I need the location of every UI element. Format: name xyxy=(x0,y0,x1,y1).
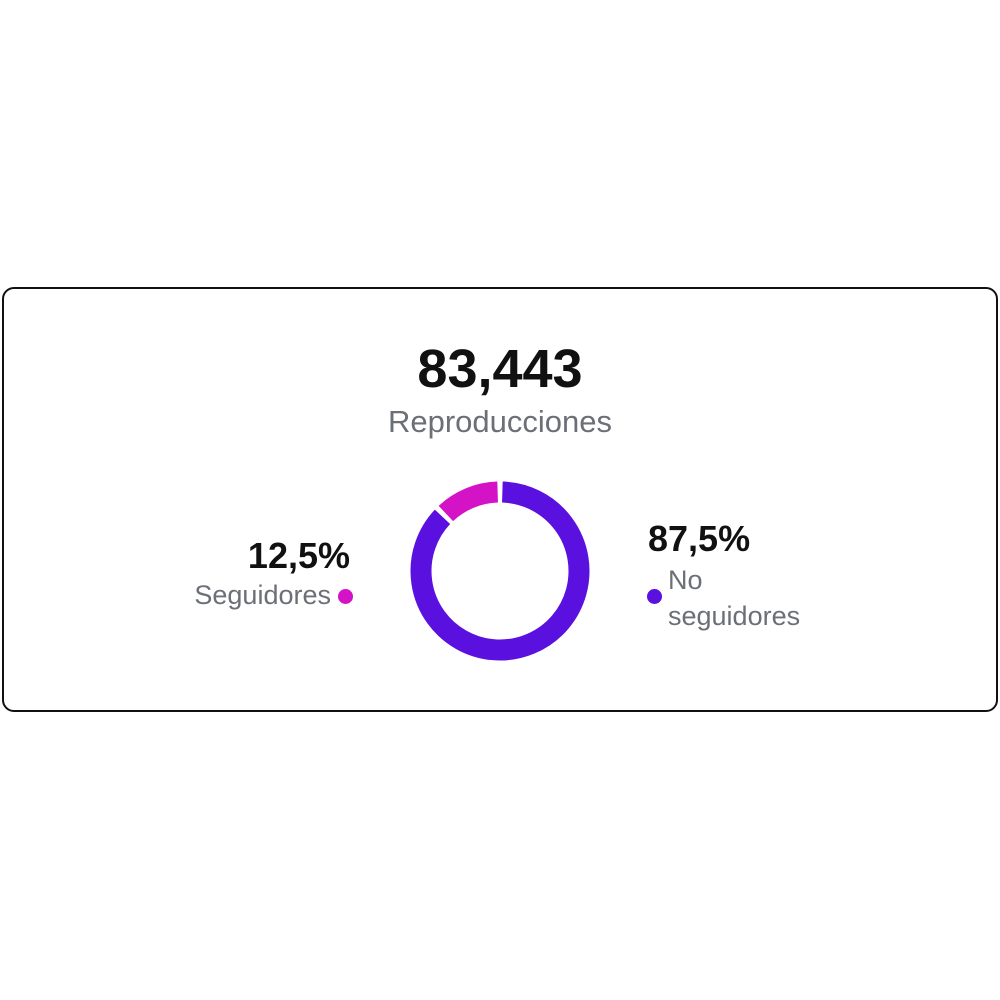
legend-dot xyxy=(338,589,353,604)
total-views: 83,443 xyxy=(417,339,583,399)
legend-label: No seguidores xyxy=(668,565,801,631)
value-label: 12,5% xyxy=(247,535,350,576)
legend-dot xyxy=(647,589,662,604)
donut-segment xyxy=(410,481,590,661)
total-label: Reproducciones xyxy=(387,404,613,439)
legend-label: Seguidores xyxy=(194,580,331,610)
card xyxy=(2,287,998,712)
value-label: 87,5% xyxy=(648,518,751,559)
donut-segment xyxy=(438,481,499,522)
